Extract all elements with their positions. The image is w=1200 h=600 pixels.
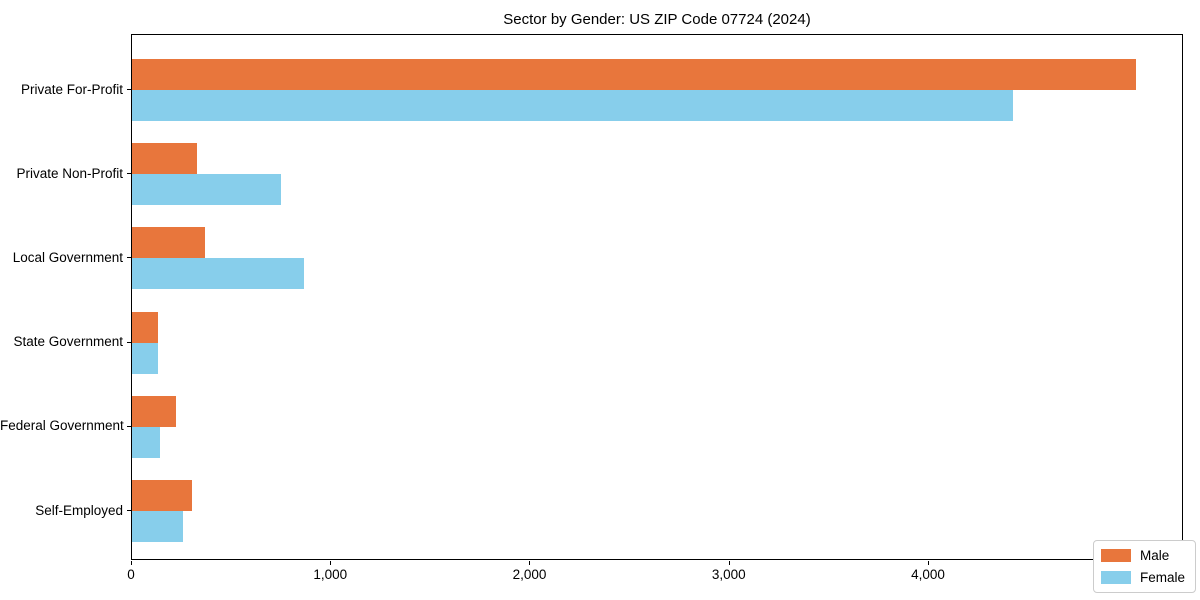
category-label: State Government: [13, 334, 123, 350]
y-tick-mark: [127, 425, 131, 427]
x-tick-label: 0: [127, 567, 135, 582]
category-label: Self-Employed: [35, 502, 123, 518]
y-tick-mark: [127, 173, 131, 175]
bar-female-2: [132, 174, 282, 206]
legend-label-female: Female: [1139, 570, 1185, 585]
bar-male-6: [132, 480, 192, 511]
category-label: Private For-Profit: [20, 81, 123, 97]
legend: Male Female: [1092, 540, 1196, 593]
x-tick-mark: [131, 561, 132, 565]
bar-male-2: [132, 143, 197, 175]
legend-item-female: Female: [1100, 570, 1185, 585]
x-tick-mark: [529, 561, 531, 565]
category-label: Federal Government: [0, 418, 124, 434]
x-tick-label: 3,000: [711, 567, 746, 582]
y-tick-mark: [127, 89, 131, 90]
y-tick-mark: [127, 510, 131, 511]
x-tick-label: 1,000: [313, 567, 348, 582]
bar-male-3: [132, 227, 205, 259]
bar-female-6: [132, 511, 183, 542]
bar-female-5: [132, 426, 160, 458]
legend-label-male: Male: [1139, 548, 1170, 563]
x-tick-mark: [330, 561, 332, 565]
category-label: Private Non-Profit: [16, 165, 123, 181]
bar-male-5: [132, 395, 176, 427]
plot-area: [131, 34, 1183, 560]
x-tick-label: 2,000: [512, 567, 547, 582]
y-tick-mark: [127, 341, 131, 343]
bar-male-1: [132, 59, 1137, 90]
legend-item-male: Male: [1100, 548, 1185, 563]
legend-swatch-male-icon: [1100, 549, 1131, 562]
bar-female-1: [132, 90, 1013, 121]
x-tick-mark: [927, 561, 929, 565]
bar-male-4: [132, 311, 158, 343]
y-tick-mark: [127, 257, 131, 259]
x-tick-mark: [728, 561, 730, 565]
x-tick-label: 4,000: [911, 567, 945, 582]
legend-swatch-female-icon: [1100, 571, 1131, 584]
bar-female-4: [132, 342, 158, 374]
chart-title: Sector by Gender: US ZIP Code 07724 (202…: [503, 11, 811, 28]
bar-female-3: [132, 258, 305, 290]
category-label: Local Government: [12, 249, 123, 265]
